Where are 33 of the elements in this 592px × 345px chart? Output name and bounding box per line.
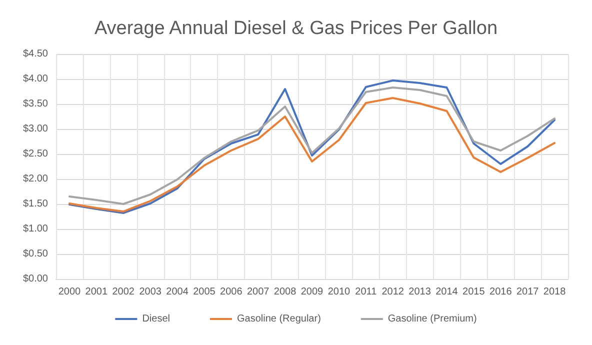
x-tick-label: 2008 — [274, 286, 297, 298]
y-tick-label: $0.00 — [22, 274, 48, 284]
x-tick-label: 2012 — [382, 286, 404, 298]
x-tick-label: 2003 — [139, 286, 162, 298]
x-tick-label: 2015 — [462, 286, 486, 298]
y-tick-label: $3.50 — [22, 98, 48, 110]
x-tick-label: 2009 — [300, 286, 324, 298]
legend-label: Gasoline (Premium) — [388, 314, 477, 324]
x-tick-label: 2005 — [193, 286, 216, 298]
x-tick-label: 2002 — [112, 286, 135, 298]
x-tick-label: 2018 — [543, 286, 566, 298]
x-tick-label: 2017 — [516, 286, 540, 298]
x-tick-label: 2011 — [355, 286, 378, 298]
y-tick-label: $4.00 — [22, 74, 48, 84]
y-tick-label: $2.00 — [22, 174, 48, 184]
x-tick-label: 2016 — [490, 286, 512, 298]
legend-label: Diesel — [142, 314, 170, 324]
x-tick-label: 2007 — [246, 286, 270, 298]
legend-label: Gasoline (Regular) — [236, 314, 321, 324]
y-tick-label: $4.50 — [22, 48, 48, 60]
x-tick-label: 2000 — [58, 286, 82, 298]
x-tick-label: 2004 — [166, 286, 189, 298]
chart-title: Average Annual Diesel & Gas Prices Per Gallon — [94, 18, 498, 39]
y-tick-label: $1.50 — [22, 198, 48, 210]
y-tick-label: $3.00 — [22, 124, 48, 134]
x-tick-label: 2006 — [220, 286, 243, 298]
y-tick-label: $0.50 — [22, 248, 48, 260]
x-tick-label: 2010 — [328, 286, 351, 298]
x-tick-label: 2014 — [436, 286, 458, 298]
y-tick-label: $1.00 — [22, 224, 48, 234]
y-tick-label: $2.50 — [22, 148, 48, 160]
x-tick-label: 2013 — [408, 286, 432, 298]
x-tick-label: 2001 — [85, 286, 108, 298]
